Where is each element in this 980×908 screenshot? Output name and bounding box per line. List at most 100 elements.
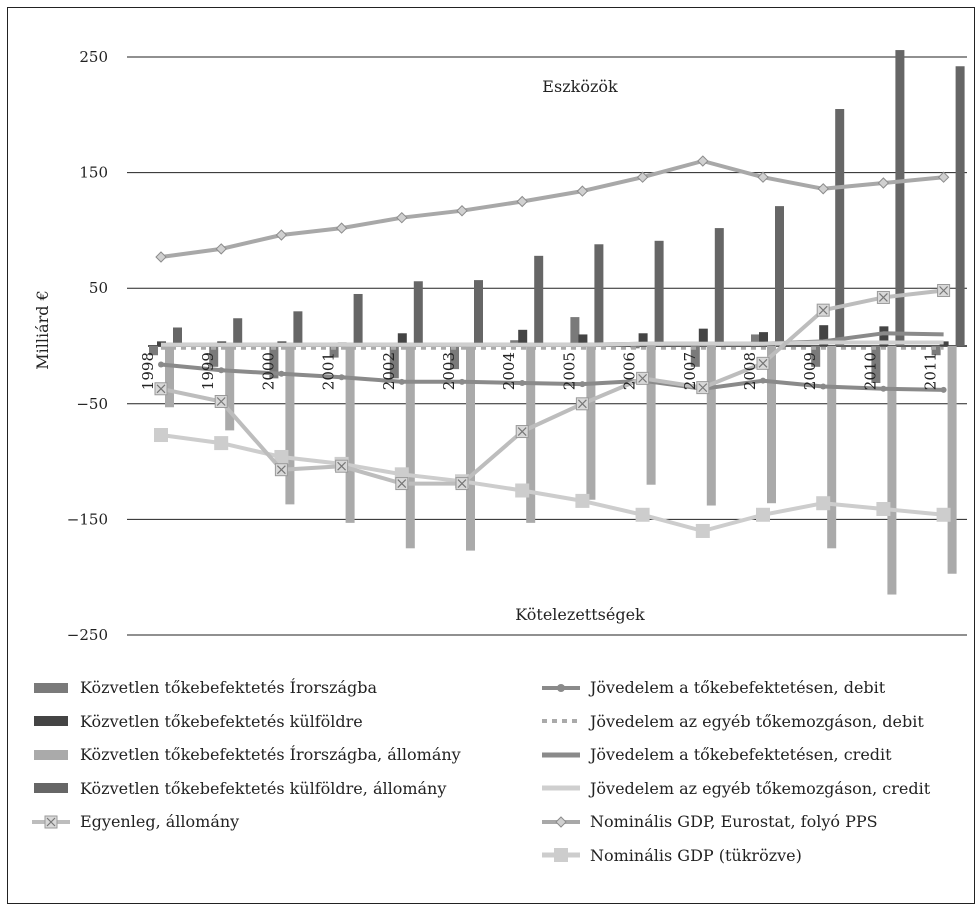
bar	[405, 346, 415, 549]
x-tick-label: 2006	[621, 352, 639, 390]
point-marker	[697, 155, 709, 167]
legend-item: Közvetlen tőkebefektetés külföldre, állo…	[30, 779, 446, 798]
annotation-top: Eszközök	[542, 77, 618, 96]
bar	[955, 66, 965, 347]
y-axis-label: Milliárd €	[33, 290, 52, 370]
bar	[827, 346, 837, 549]
bar	[269, 346, 279, 379]
x-tick-label: 2008	[741, 352, 759, 390]
y-tick-label: −250	[67, 626, 108, 644]
legend-swatch-icon	[32, 815, 70, 828]
legend-item: Közvetlen tőkebefektetés Írországba, áll…	[30, 745, 461, 764]
bar	[165, 346, 174, 408]
point-marker	[880, 385, 887, 392]
annotation-bottom: Kötelezettségek	[515, 605, 645, 624]
bar	[389, 346, 399, 379]
point-marker	[516, 195, 528, 208]
legend-swatch-icon	[542, 683, 580, 692]
point-marker	[457, 479, 467, 488]
x-tick-label: 2009	[801, 352, 819, 390]
x-tick-label: 2005	[560, 352, 578, 390]
bar	[895, 50, 905, 347]
point-marker	[757, 171, 769, 183]
bar	[466, 346, 475, 551]
bar	[775, 206, 784, 346]
legend-item: Jövedelem az egyéb tőkemozgáson, credit	[540, 779, 930, 798]
y-tick-label: −150	[67, 510, 108, 528]
y-tick-labels: 250 150 50 −50 −150 −250	[67, 48, 108, 644]
bar	[149, 346, 158, 356]
bar	[594, 244, 604, 346]
legend-swatch-icon	[34, 783, 68, 793]
point-marker	[936, 507, 951, 522]
legend-label: Jövedelem az egyéb tőkemozgáson, credit	[590, 778, 931, 798]
point-marker	[760, 377, 766, 384]
point-marker	[218, 367, 225, 374]
bar	[835, 109, 845, 347]
bar	[947, 346, 957, 574]
point-marker	[274, 449, 289, 464]
bar	[638, 333, 648, 346]
legend-swatch-icon	[542, 848, 580, 862]
legend-swatch-icon	[542, 752, 580, 757]
point-marker	[276, 465, 286, 475]
bar	[931, 346, 941, 356]
bar	[353, 293, 363, 346]
legend-swatch-icon	[542, 785, 580, 791]
point-marker	[396, 211, 408, 224]
bar	[578, 334, 588, 346]
legend-label: Nominális GDP (tükrözve)	[590, 845, 802, 865]
point-marker	[876, 501, 891, 516]
legend-label: Közvetlen tőkebefektetés Írországba	[80, 678, 378, 697]
point-marker	[398, 378, 405, 385]
bar	[646, 346, 656, 485]
bar	[233, 318, 243, 346]
legend-label: Nominális GDP, Eurostat, folyó PPS	[590, 812, 878, 831]
point-marker	[818, 305, 828, 315]
bar	[751, 334, 760, 346]
bar	[714, 228, 724, 346]
x-tick-label: 1998	[139, 352, 157, 390]
bar	[819, 325, 829, 346]
y-tick-label: 50	[89, 279, 108, 297]
bars	[149, 50, 965, 595]
point-marker	[636, 171, 649, 183]
series-line	[160, 362, 944, 392]
bar	[706, 346, 716, 506]
point-marker	[940, 386, 947, 393]
legend-label: Közvetlen tőkebefektetés külföldre, állo…	[80, 778, 447, 798]
point-marker	[816, 496, 831, 511]
x-tick-label: 2010	[861, 352, 879, 390]
bar	[173, 327, 182, 346]
point-marker	[337, 461, 347, 471]
point-marker	[275, 229, 288, 241]
bar	[586, 346, 596, 500]
bar	[654, 240, 664, 346]
legend-label: Jövedelem a tőkebefektetésen, credit	[590, 745, 892, 764]
x-tick-label: 2001	[320, 352, 338, 390]
bar	[534, 255, 544, 346]
point-marker	[756, 507, 770, 522]
legend-item: Közvetlen tőkebefektetés Írországba	[30, 678, 377, 697]
legend-swatch-icon	[34, 749, 68, 760]
point-marker	[156, 384, 166, 394]
point-marker	[158, 361, 164, 368]
x-tick-labels: 1998 1999 2000 2001 2002 2003 2004 2005 2006 2007…	[139, 352, 940, 390]
legend-label: Közvetlen tőkebefektetés Írországba, áll…	[80, 745, 461, 764]
x-tick-label: 2000	[259, 352, 277, 390]
bar	[526, 346, 536, 523]
point-marker	[698, 383, 708, 393]
bar	[518, 329, 528, 346]
legend-item: Közvetlen tőkebefektetés külföldre	[30, 712, 363, 731]
bar	[759, 332, 768, 346]
legend-item: Jövedelem a tőkebefektetésen, debit	[540, 678, 885, 697]
point-marker	[515, 483, 530, 498]
point-marker	[519, 379, 526, 386]
bar	[345, 346, 355, 523]
point-marker	[278, 370, 285, 377]
y-tick-label: −50	[76, 395, 108, 413]
point-marker	[820, 383, 827, 390]
series-lines	[154, 155, 951, 538]
legend-label: Jövedelem az egyéb tőkemozgáson, debit	[590, 711, 924, 731]
series-line	[161, 340, 944, 347]
